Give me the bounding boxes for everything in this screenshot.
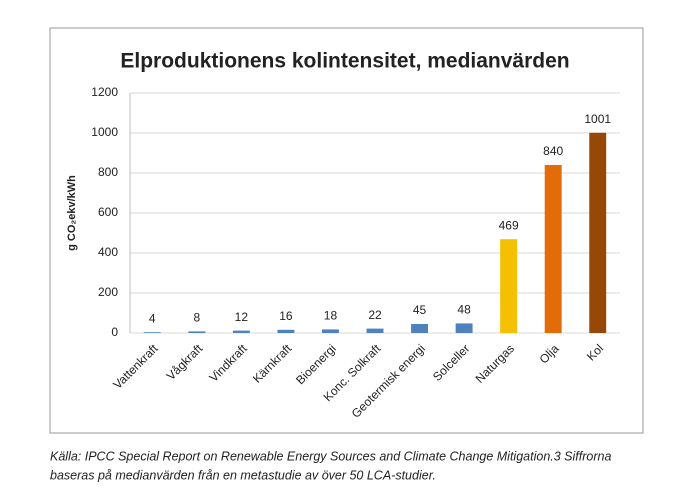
value-label: 840	[543, 144, 563, 158]
value-label: 469	[499, 218, 519, 232]
caption-line: Källa: IPCC Special Report on Renewable …	[50, 449, 611, 463]
chart-frame	[49, 27, 644, 434]
value-label: 8	[193, 311, 200, 325]
value-label: 1001	[584, 112, 611, 126]
bar	[232, 330, 250, 333]
bar	[500, 239, 518, 333]
bar	[188, 331, 206, 333]
value-label: 22	[368, 308, 382, 322]
bar	[143, 332, 161, 333]
y-tick-label: 1200	[91, 85, 118, 99]
y-tick-label: 1000	[91, 125, 118, 139]
bar	[277, 329, 295, 333]
value-label: 48	[457, 303, 471, 317]
value-label: 18	[324, 309, 338, 323]
bar	[544, 165, 562, 333]
y-tick-label: 600	[98, 205, 118, 219]
chart-title: Elproduktionens kolintensitet, medianvär…	[120, 50, 569, 73]
bar	[321, 329, 339, 333]
bar	[455, 323, 473, 333]
bar	[411, 324, 429, 333]
y-tick-label: 0	[111, 325, 118, 339]
value-label: 4	[149, 311, 156, 325]
value-label: 16	[279, 309, 293, 323]
value-label: 12	[235, 310, 249, 324]
bar	[589, 132, 607, 333]
bar	[366, 328, 384, 333]
y-tick-label: 400	[98, 245, 118, 259]
value-label: 45	[413, 303, 427, 317]
y-tick-label: 800	[98, 165, 118, 179]
y-tick-label: 200	[98, 285, 118, 299]
caption-line: baseras på medianvärden från en metastud…	[50, 468, 436, 482]
y-axis-label: g CO₂ekv/kWh	[66, 175, 78, 251]
